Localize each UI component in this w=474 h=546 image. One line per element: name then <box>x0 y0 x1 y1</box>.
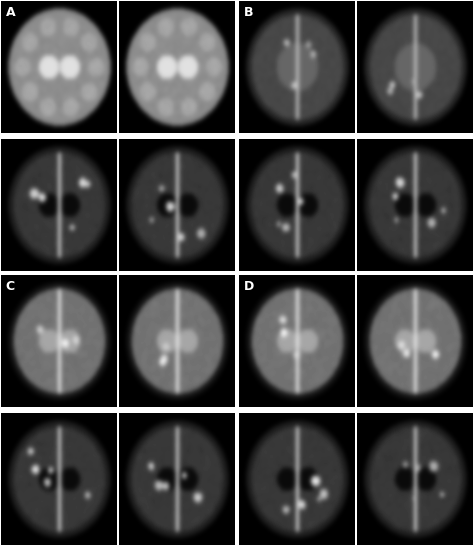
Text: T2-weighted: T2-weighted <box>154 144 201 153</box>
Text: Gd-enhance: Gd-enhance <box>154 282 201 290</box>
Text: B: B <box>243 7 253 20</box>
Text: A: A <box>6 7 15 20</box>
Text: D: D <box>243 280 254 293</box>
Text: C: C <box>6 280 15 293</box>
Text: Gd-enhance: Gd-enhance <box>392 282 438 290</box>
